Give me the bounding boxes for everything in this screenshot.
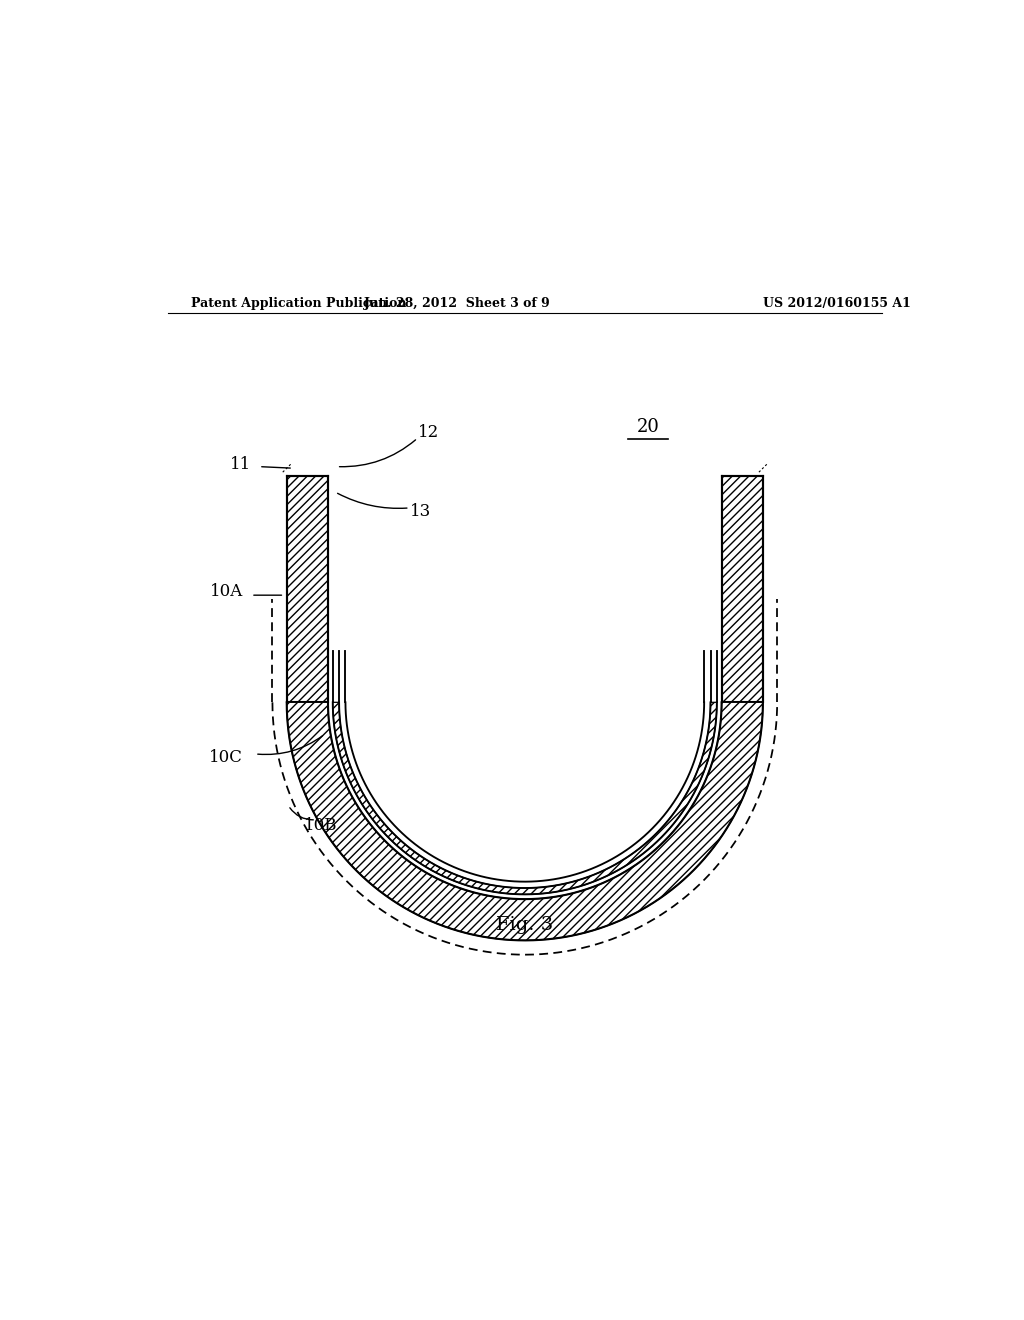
Text: 13: 13 [410, 503, 431, 520]
Text: Patent Application Publication: Patent Application Publication [191, 297, 407, 310]
Polygon shape [287, 477, 328, 702]
Text: Fig. 3: Fig. 3 [497, 916, 553, 933]
Text: 20: 20 [636, 418, 659, 437]
Text: US 2012/0160155 A1: US 2012/0160155 A1 [763, 297, 910, 310]
Text: 11: 11 [229, 455, 251, 473]
Polygon shape [722, 477, 763, 702]
Polygon shape [287, 702, 763, 940]
Text: 10B: 10B [304, 817, 338, 834]
Polygon shape [333, 702, 717, 895]
Text: 10A: 10A [210, 582, 243, 599]
Text: 10C: 10C [209, 750, 243, 767]
Text: Jun. 28, 2012  Sheet 3 of 9: Jun. 28, 2012 Sheet 3 of 9 [364, 297, 551, 310]
Text: 12: 12 [418, 424, 439, 441]
